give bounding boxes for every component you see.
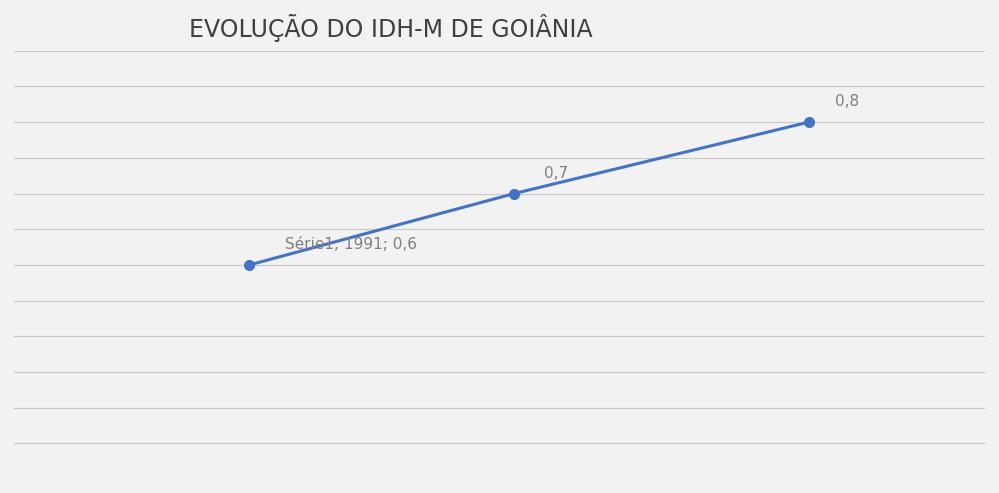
Text: EVOLUÇÃO DO IDH-M DE GOIÂNIA: EVOLUÇÃO DO IDH-M DE GOIÂNIA bbox=[189, 14, 592, 42]
Text: 0,7: 0,7 bbox=[543, 166, 567, 181]
Text: 0,8: 0,8 bbox=[835, 94, 859, 109]
Text: Série1; 1991; 0,6: Série1; 1991; 0,6 bbox=[285, 237, 417, 252]
